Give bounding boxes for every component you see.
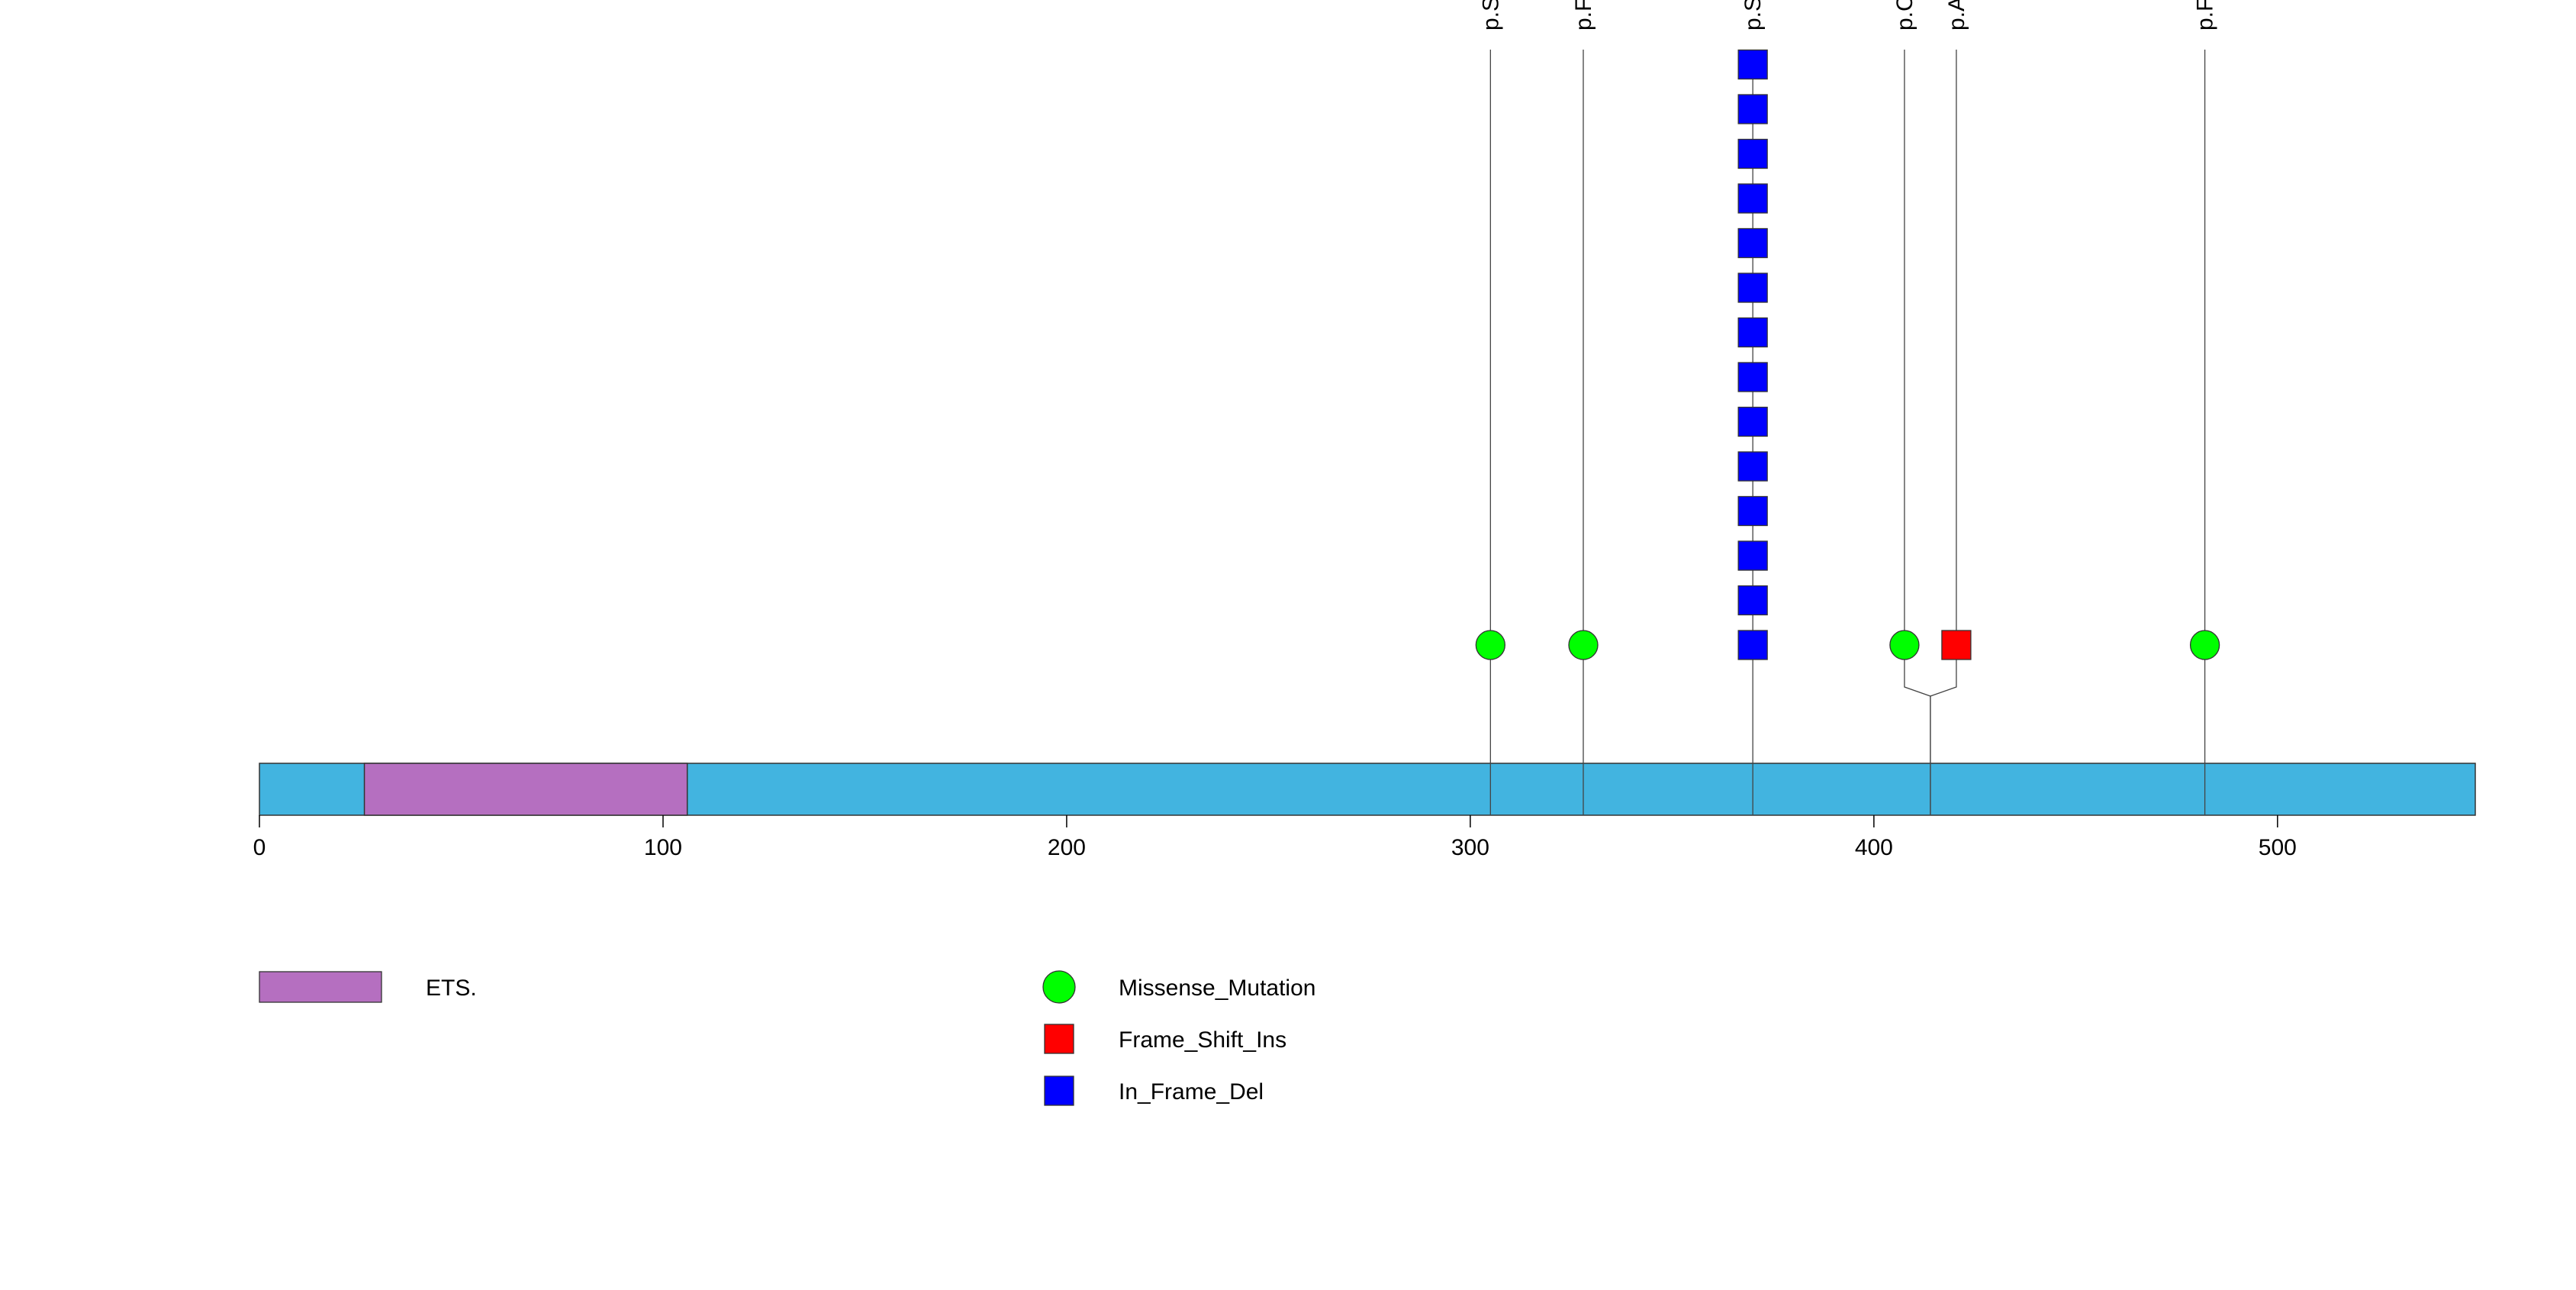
legend: ETS. Missense_Mutation Frame_Shift_Ins In_F… [259,970,1315,1106]
in-frame-del-marker [1737,183,1768,214]
mutation-label: p.F [2193,0,2218,31]
x-tick-label: 200 [1048,835,1086,860]
in-frame-del-marker [1737,94,1768,124]
legend-frame-shift-ins-symbol [1044,1024,1074,1054]
mutation-label: p.F [1571,0,1596,31]
protein-layer [259,763,2476,816]
missense-mutation-marker [1475,630,1505,660]
mutation-label: p.A [1944,0,1969,31]
frame-shift-ins-marker [1941,630,1972,660]
in-frame-del-marker [1737,630,1768,660]
legend-missense-mutation-label: Missense_Mutation [1119,976,1315,1001]
in-frame-del-marker [1737,585,1768,616]
in-frame-del-marker [1737,540,1768,571]
legend-missense-mutation-symbol [1042,970,1076,1004]
in-frame-del-marker [1737,495,1768,527]
mutation-stem [1930,50,1957,815]
missense-mutation-marker [2189,630,2220,660]
legend-domain-swatch [259,971,382,1003]
x-tick-label: 0 [253,835,266,860]
mutation-label: p.S [1478,0,1503,31]
in-frame-del-marker [1737,227,1768,259]
in-frame-del-marker [1737,273,1768,303]
legend-domain-label: ETS. [426,976,477,1001]
mutation-markers [1475,49,2220,660]
in-frame-del-marker [1737,451,1768,482]
in-frame-del-marker [1737,317,1768,348]
mutation-labels: p.S p.F p.S p.C p.A p.F [1478,0,2217,31]
in-frame-del-marker [1737,49,1768,80]
mutation-label: p.C [1892,0,1918,31]
x-tick-label: 100 [644,835,682,860]
legend-in-frame-del-symbol [1044,1076,1074,1106]
x-tick-label: 300 [1451,835,1489,860]
legend-frame-shift-ins-label: Frame_Shift_Ins [1119,1027,1286,1053]
mutation-stems [1489,50,2206,815]
in-frame-del-marker [1737,138,1768,169]
missense-mutation-marker [1889,630,1920,660]
missense-mutation-marker [1568,630,1599,660]
domain-ets [363,763,688,816]
in-frame-del-marker [1737,362,1768,392]
x-tick-label: 500 [2259,835,2297,860]
in-frame-del-marker [1737,406,1768,437]
legend-in-frame-del-label: In_Frame_Del [1119,1079,1264,1105]
mutation-label: p.S [1740,0,1766,31]
mutation-stem [1904,50,1931,815]
x-axis: 0 100 200 300 400 500 [253,815,2297,860]
x-tick-label: 400 [1855,835,1893,860]
